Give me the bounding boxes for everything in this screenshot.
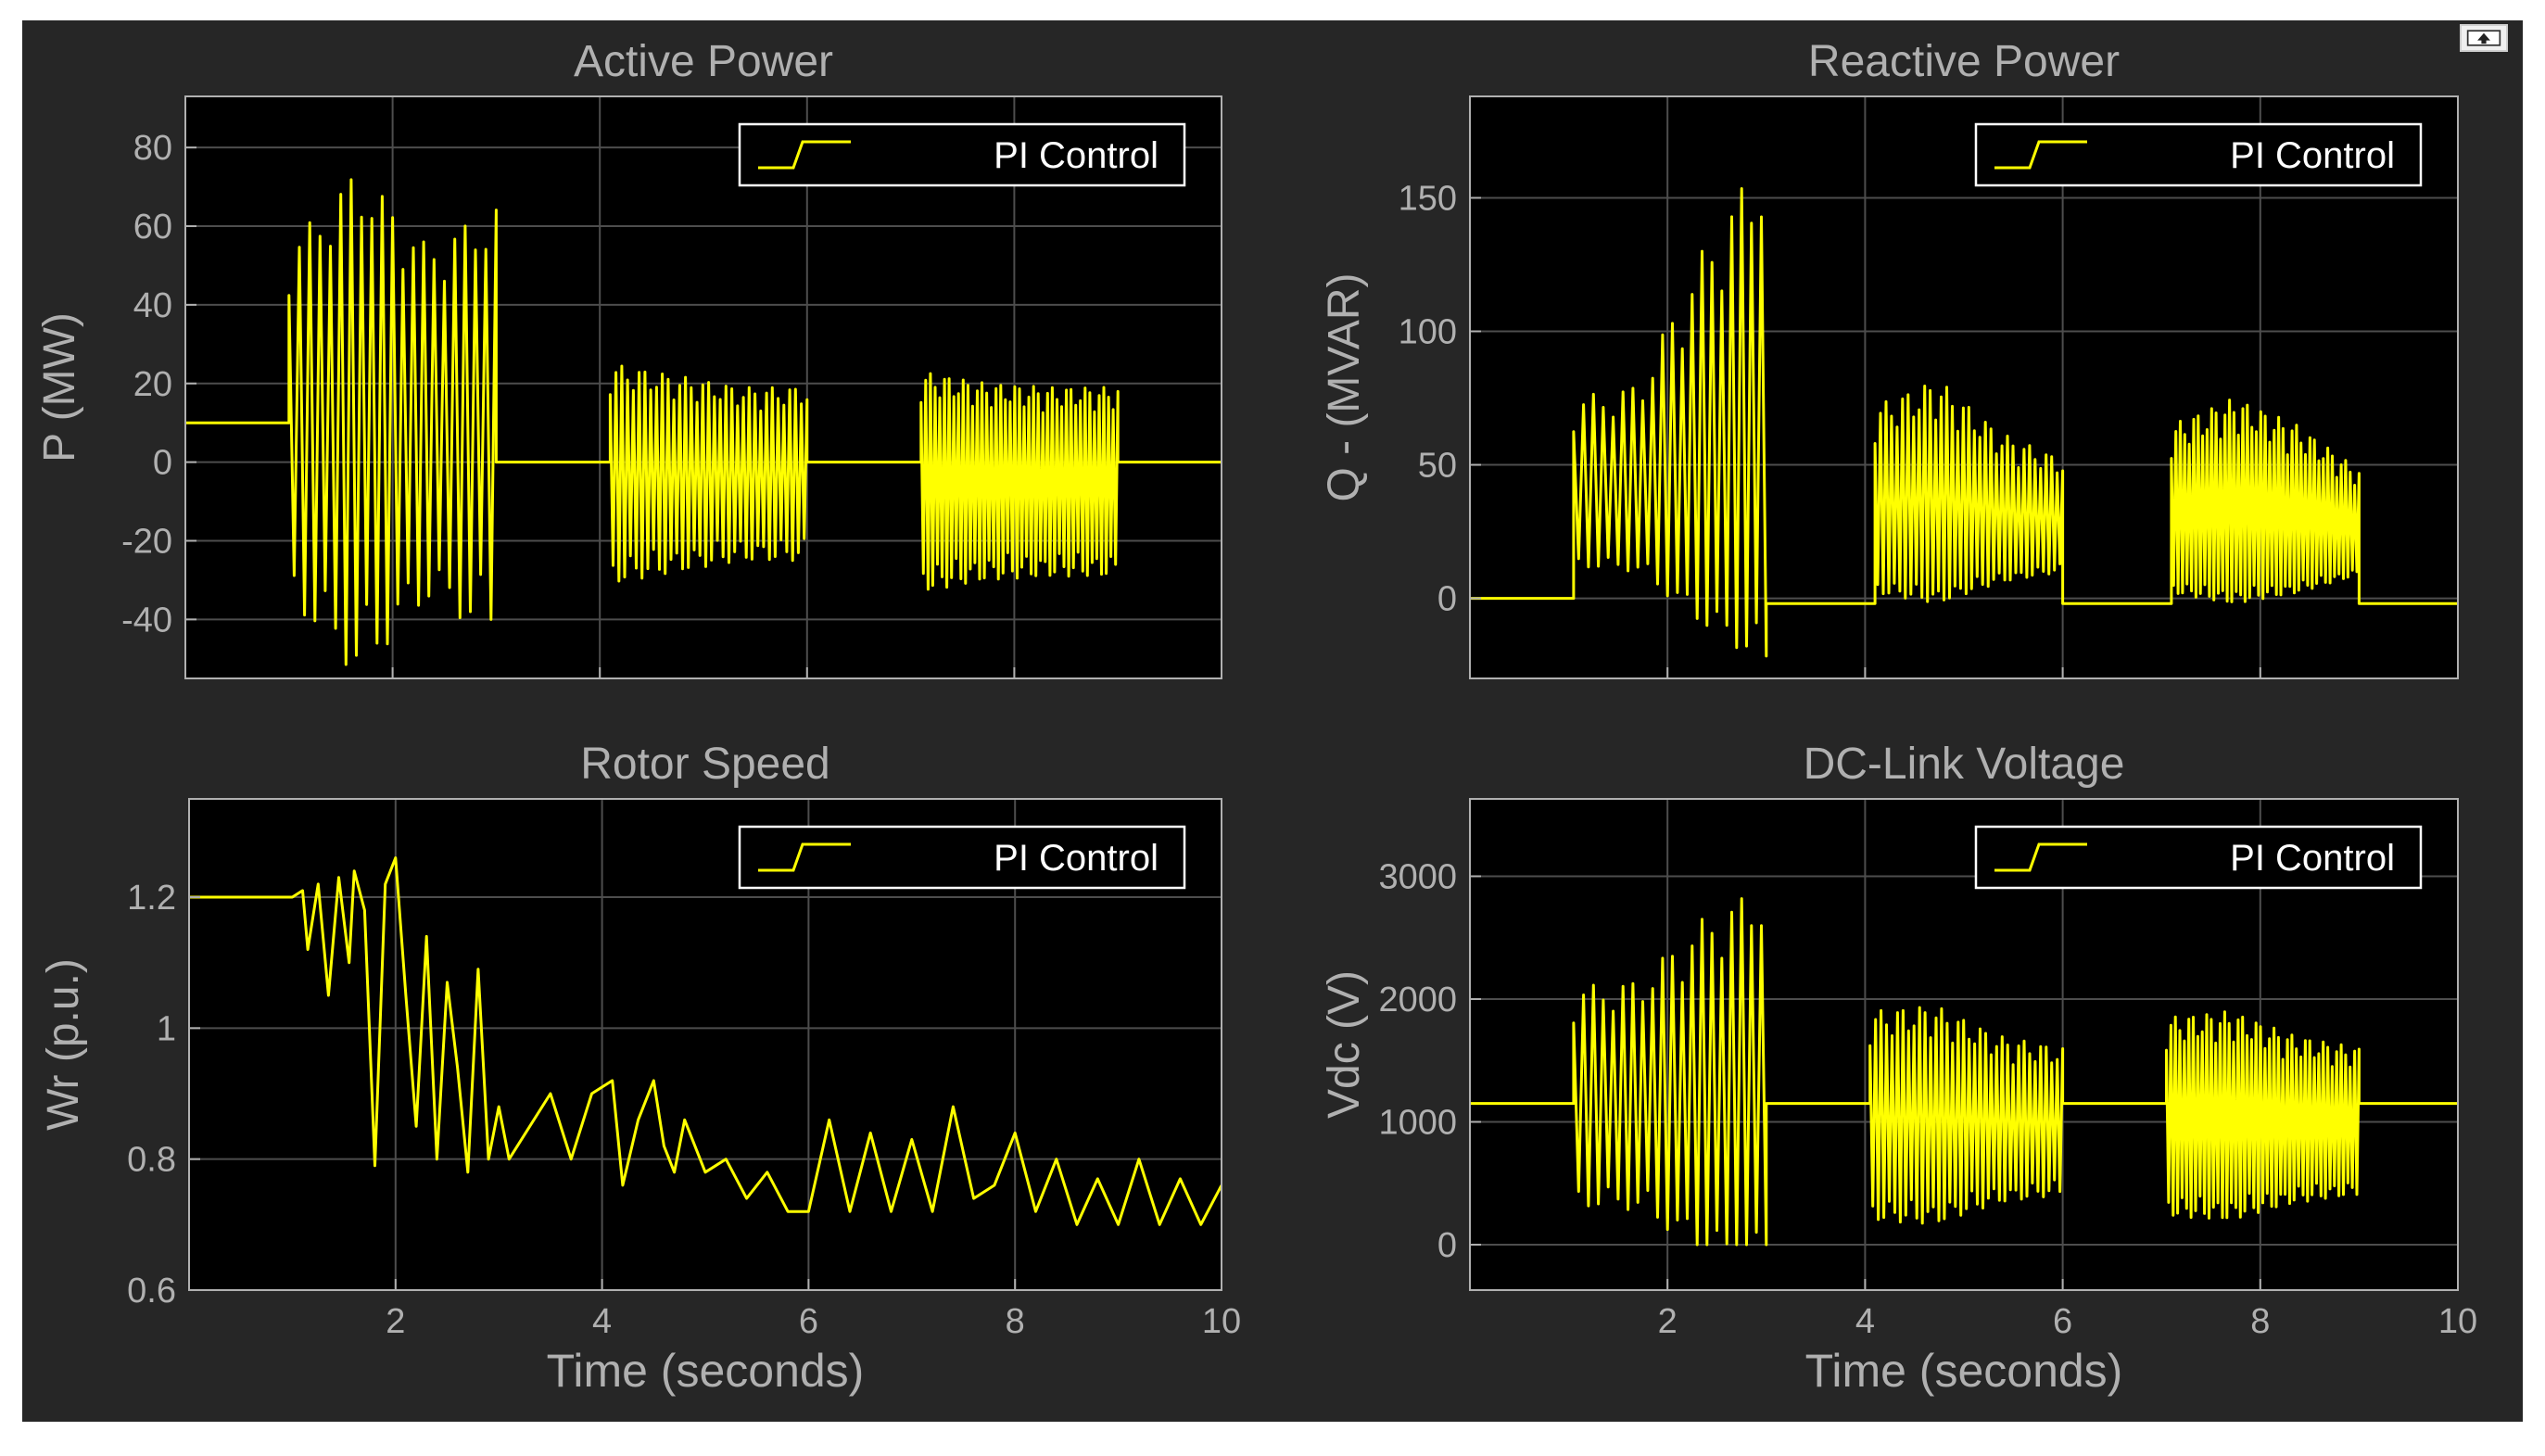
x-tick-label: 6 — [2053, 1302, 2072, 1341]
y-tick-label: 0 — [153, 444, 172, 483]
chart-title: Reactive Power — [1808, 37, 2120, 86]
legend-swatch — [758, 140, 851, 170]
y-axis-label: P (MW) — [35, 312, 84, 462]
y-tick-label: 1.2 — [127, 879, 176, 918]
x-tick-label: 2 — [386, 1302, 405, 1341]
legend-label: PI Control — [2230, 838, 2395, 879]
legend-label: PI Control — [2230, 135, 2395, 176]
x-tick-label: 6 — [799, 1302, 818, 1341]
series-line — [185, 178, 1222, 666]
axes-frame — [188, 798, 1222, 1291]
legend-swatch — [1994, 140, 2087, 170]
y-tick-label: -40 — [121, 601, 172, 639]
y-tick-label: 0.6 — [127, 1272, 176, 1310]
x-tick-label: 4 — [1855, 1302, 1875, 1341]
chart-1: 80 60 40 20 0 -20 -40 Active Power P (MW) PI Cont… — [35, 37, 1222, 679]
x-tick-label: 10 — [2438, 1302, 2477, 1341]
y-tick-label: 3000 — [1378, 857, 1457, 896]
series-line — [1470, 187, 2458, 658]
legend: PI Control — [1974, 825, 2423, 890]
y-axis-label: Vdc (V) — [1320, 970, 1369, 1119]
y-tick-label: 100 — [1399, 313, 1457, 352]
x-tick-label: 10 — [1202, 1302, 1241, 1341]
y-tick-label: 40 — [133, 286, 172, 325]
axes-frame — [1469, 95, 2459, 679]
series-line — [1470, 897, 2458, 1247]
legend-swatch — [758, 842, 851, 872]
axes-frame — [1469, 798, 2459, 1291]
chart-3: 2 4 6 8 10 1.2 1 0.8 0.6 Rotor Speed Wr (p.u.) Time… — [39, 740, 1241, 1397]
chart-title: Active Power — [574, 37, 833, 86]
legend: PI Control — [1974, 122, 2423, 187]
legend-box — [738, 825, 1186, 890]
x-tick-label: 8 — [2250, 1302, 2270, 1341]
undock-arrow-icon[interactable] — [2460, 24, 2508, 52]
y-tick-label: 2000 — [1378, 981, 1457, 1019]
chart-2: 150 100 50 0 Reactive Power Q - (MVAR) PI Cont… — [1320, 37, 2459, 679]
y-tick-label: 80 — [133, 129, 172, 168]
y-tick-label: 20 — [133, 365, 172, 404]
legend: PI Control — [738, 122, 1186, 187]
chart-4: 2 4 6 8 10 3000 2000 1000 0 DC-Link Voltage Vdc (V… — [1320, 740, 2477, 1397]
legend-box — [1974, 825, 2423, 890]
x-axis-label: Time (seconds) — [547, 1345, 865, 1397]
y-axis-label: Q - (MVAR) — [1320, 272, 1369, 501]
y-tick-label: 0 — [1437, 1226, 1457, 1265]
legend-swatch — [1994, 842, 2087, 872]
y-tick-label: 50 — [1418, 447, 1457, 486]
x-tick-label: 4 — [592, 1302, 612, 1341]
y-tick-label: -20 — [121, 522, 172, 561]
chart-title: DC-Link Voltage — [1804, 740, 2125, 789]
series-line — [189, 856, 1222, 1226]
axes-frame — [184, 95, 1222, 679]
chart-title: Rotor Speed — [580, 740, 830, 789]
x-tick-label: 2 — [1658, 1302, 1678, 1341]
y-tick-label: 0.8 — [127, 1141, 176, 1180]
y-tick-label: 150 — [1399, 179, 1457, 218]
legend: PI Control — [738, 825, 1186, 890]
y-tick-label: 1 — [157, 1009, 176, 1048]
x-tick-label: 8 — [1006, 1302, 1025, 1341]
legend-label: PI Control — [994, 135, 1159, 176]
y-tick-label: 1000 — [1378, 1103, 1457, 1142]
legend-box — [738, 122, 1186, 187]
y-tick-label: 60 — [133, 208, 172, 247]
legend-box — [1974, 122, 2423, 187]
y-tick-label: 0 — [1437, 580, 1457, 619]
x-axis-label: Time (seconds) — [1805, 1345, 2123, 1397]
y-axis-label: Wr (p.u.) — [39, 958, 88, 1131]
legend-label: PI Control — [994, 838, 1159, 879]
